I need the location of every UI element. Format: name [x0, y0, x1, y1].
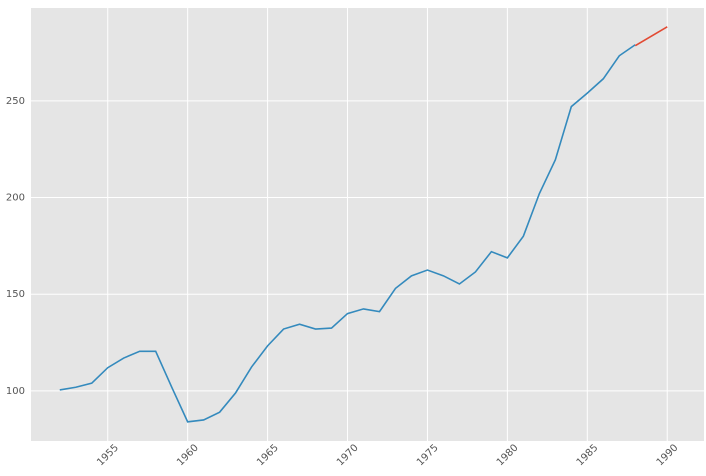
x-tick-label: 1960 — [175, 442, 201, 468]
plot-area — [31, 8, 704, 441]
y-tick-label: 250 — [6, 96, 25, 107]
series-line — [59, 44, 636, 423]
y-tick-label: 200 — [6, 193, 25, 204]
y-tick-label: 150 — [6, 289, 25, 300]
x-tick-label: 1975 — [415, 442, 441, 468]
x-tick-label: 1955 — [95, 442, 121, 468]
x-tick-label: 1980 — [495, 442, 521, 468]
x-tick-label: 1970 — [335, 442, 361, 468]
y-tick-label: 100 — [6, 386, 25, 397]
x-tick-label: 1990 — [655, 442, 681, 468]
x-tick-label: 1985 — [575, 442, 601, 468]
x-tick-label: 1965 — [255, 442, 281, 468]
series-line — [634, 26, 668, 47]
